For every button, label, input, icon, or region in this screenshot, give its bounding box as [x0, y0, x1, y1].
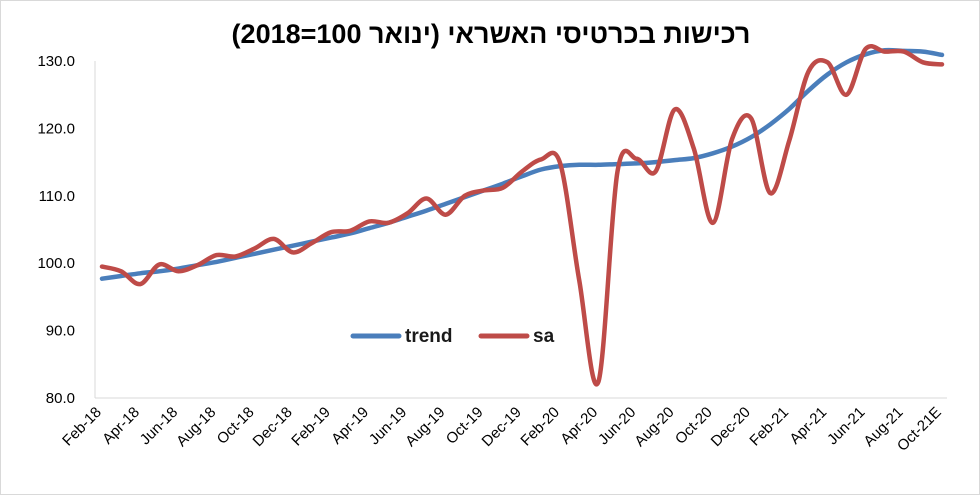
y-axis-ticks: 80.0 90.0 100.0 110.0 120.0 130.0	[37, 53, 75, 407]
x-tick-label: Feb-20	[517, 404, 563, 450]
legend-label-trend: trend	[405, 326, 453, 347]
x-tick-label: Apr-21	[786, 404, 830, 448]
x-tick-label: Dec-18	[250, 404, 296, 450]
x-tick-label: Apr-19	[328, 404, 372, 448]
x-tick-label: Jun-18	[137, 404, 181, 448]
x-tick-label: Jun-19	[366, 404, 410, 448]
x-tick-label: Feb-18	[59, 404, 105, 450]
x-tick-label: Oct-19	[443, 404, 487, 448]
y-tick-label: 80.0	[46, 390, 75, 407]
x-tick-label: Dec-19	[479, 404, 525, 450]
x-tick-label: Oct-18	[214, 404, 258, 448]
series-lines	[99, 43, 945, 387]
x-tick-label: Feb-21	[746, 404, 792, 450]
y-tick-label: 120.0	[37, 120, 75, 137]
x-tick-label: Apr-18	[99, 404, 143, 448]
x-tick-label: Aug-18	[173, 404, 219, 450]
x-axis-ticks: Feb-18Apr-18Jun-18Aug-18Oct-18Dec-18Feb-…	[59, 404, 945, 455]
y-tick-label: 130.0	[37, 53, 75, 70]
x-tick-label: Aug-19	[402, 404, 448, 450]
x-tick-label: Dec-20	[708, 404, 754, 450]
x-tick-label: Oct-20	[672, 404, 716, 448]
series-line-trend	[99, 47, 945, 281]
x-tick-label: Aug-20	[631, 404, 677, 450]
legend-label-sa: sa	[533, 326, 555, 347]
x-tick-label: Feb-19	[288, 404, 334, 450]
x-tick-label: Jun-21	[824, 404, 868, 448]
y-tick-label: 100.0	[37, 255, 75, 272]
series-line-sa	[99, 43, 945, 387]
legend: trend sa	[350, 326, 555, 347]
y-tick-label: 90.0	[46, 323, 75, 340]
x-tick-label: Apr-20	[557, 404, 601, 448]
y-tick-label: 110.0	[39, 188, 75, 205]
x-tick-label: Jun-20	[595, 404, 639, 448]
chart-title: רכישות בכרטיסי האשראי (ינואר 100=2018)	[231, 19, 751, 49]
